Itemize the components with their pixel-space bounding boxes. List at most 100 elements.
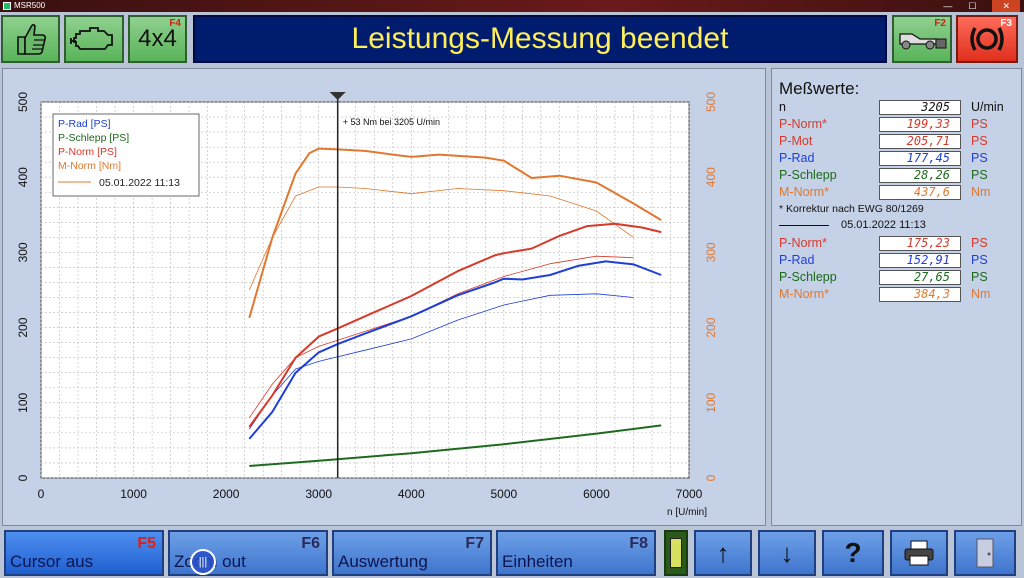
thumbs-up-icon — [16, 23, 46, 55]
ref-value-unit: Nm — [971, 287, 991, 301]
status-indicator — [664, 530, 688, 576]
fkey-f4: F4 — [169, 18, 181, 29]
value-row: P-Norm* 199,33 PS — [779, 117, 1019, 133]
value-value: 3205 — [879, 100, 961, 115]
series-line — [248, 293, 634, 430]
fkey-f6: F6 — [301, 535, 320, 552]
x-tick-label: 0 — [38, 487, 45, 501]
ref-value-row: P-Schlepp 27,65 PS — [779, 270, 1019, 286]
drag-handle[interactable]: ||| — [190, 549, 216, 575]
scroll-up-button[interactable]: ↑ — [694, 530, 752, 576]
x-tick-label: 2000 — [213, 487, 240, 501]
value-unit: PS — [971, 134, 988, 148]
engine-icon — [70, 27, 113, 50]
ref-value-label: P-Norm* — [779, 236, 827, 250]
series-line — [248, 222, 662, 428]
cursor-marker — [329, 92, 346, 100]
value-unit: PS — [971, 117, 988, 131]
minimize-button[interactable]: — — [943, 1, 953, 11]
y-right-tick-label: 400 — [704, 167, 718, 187]
window-controls: — ☐ ✕ — [943, 0, 1020, 12]
x-tick-label: 5000 — [491, 487, 518, 501]
power-chart-panel: 0 1000 2000 3000 4000 5000 6000 7000 0 100 200 300 4… — [2, 68, 766, 526]
value-row: P-Rad 177,45 PS — [779, 151, 1019, 167]
dyno-button[interactable]: F2 — [892, 15, 952, 63]
value-row: P-Schlepp 28,26 PS — [779, 168, 1019, 184]
auswertung-button[interactable]: F7 Auswertung — [332, 530, 492, 576]
auswertung-label: Auswertung — [338, 552, 428, 571]
brake-warning-icon — [970, 27, 1004, 51]
value-value: 177,45 — [879, 151, 961, 166]
power-chart: 0 1000 2000 3000 4000 5000 6000 700001002003004… — [16, 92, 718, 518]
value-value: 437,6 — [879, 185, 961, 200]
thumbs-up-button[interactable] — [1, 15, 60, 63]
series-line — [248, 147, 662, 319]
value-unit: PS — [971, 151, 988, 165]
legend-entry: P-Schlepp [PS] — [58, 132, 129, 144]
close-button[interactable]: ✕ — [992, 0, 1020, 12]
value-unit: Nm — [971, 185, 991, 199]
measurement-values-panel: Meßwerte: n 3205 U/min P-Norm* 199,33 PS P-Mot… — [771, 68, 1022, 526]
y-right-tick-label: 100 — [704, 392, 718, 412]
reference-line-sample — [779, 225, 829, 226]
value-row: n 3205 U/min — [779, 100, 1019, 116]
cursor-annotation: + 53 Nm bei 3205 U/min — [343, 117, 440, 127]
y-left-tick-label: 500 — [16, 92, 30, 112]
fkey-f3: F3 — [1000, 18, 1012, 29]
value-label: P-Rad — [779, 151, 815, 165]
ref-value-label: P-Rad — [779, 253, 815, 267]
value-label: M-Norm* — [779, 185, 829, 199]
scroll-down-button[interactable]: ↓ — [758, 530, 816, 576]
y-right-tick-label: 500 — [704, 92, 718, 112]
legend-entry: P-Norm [PS] — [58, 146, 117, 158]
value-unit: PS — [971, 168, 988, 182]
values-title: Meßwerte: — [779, 79, 860, 98]
maximize-button[interactable]: ☐ — [968, 1, 977, 11]
reference-date: 05.01.2022 11:13 — [841, 219, 926, 231]
einheiten-button[interactable]: F8 Einheiten — [496, 530, 656, 576]
ref-value-value: 152,91 — [879, 253, 961, 268]
ref-value-value: 384,3 — [879, 287, 961, 302]
ref-value-unit: PS — [971, 253, 988, 267]
ref-value-row: M-Norm* 384,3 Nm — [779, 287, 1019, 303]
y-left-tick-label: 100 — [16, 392, 30, 412]
series-line — [248, 260, 662, 440]
legend-entry: M-Norm [Nm] — [58, 160, 121, 172]
help-button[interactable]: ? — [822, 530, 884, 576]
ref-value-row: P-Rad 152,91 PS — [779, 253, 1019, 269]
value-label: P-Mot — [779, 134, 813, 148]
ref-value-row: P-Norm* 175,23 PS — [779, 236, 1019, 252]
legend-entry: P-Rad [PS] — [58, 118, 111, 130]
x-tick-label: 6000 — [583, 487, 610, 501]
fkey-f5: F5 — [137, 535, 156, 552]
x-tick-label: 3000 — [305, 487, 332, 501]
fkey-f8: F8 — [629, 535, 648, 552]
help-icon: ? — [844, 537, 862, 568]
exit-button[interactable] — [954, 530, 1016, 576]
correction-note: * Korrektur nach EWG 80/1269 — [779, 203, 924, 215]
cursor-toggle-button[interactable]: F5 Cursor aus — [4, 530, 164, 576]
engine-button[interactable] — [64, 15, 124, 63]
y-right-tick-label: 300 — [704, 242, 718, 262]
ref-value-unit: PS — [971, 236, 988, 250]
value-row: P-Mot 205,71 PS — [779, 134, 1019, 150]
brake-button[interactable]: F3 — [956, 15, 1018, 63]
y-left-tick-label: 0 — [16, 474, 30, 481]
fkey-f7: F7 — [465, 535, 484, 552]
print-button[interactable] — [890, 530, 948, 576]
window-title: MSR500 — [14, 1, 46, 10]
4x4-button[interactable]: F4 4x4 — [128, 15, 187, 63]
einheiten-label: Einheiten — [502, 552, 573, 571]
series-line — [248, 186, 634, 291]
value-label: n — [779, 100, 786, 114]
arrow-down-icon: ↓ — [780, 537, 794, 568]
y-left-tick-label: 200 — [16, 317, 30, 337]
cursor-toggle-label: Cursor aus — [10, 552, 94, 571]
value-value: 28,26 — [879, 168, 961, 183]
y-left-tick-label: 400 — [16, 167, 30, 187]
door-exit-icon — [976, 538, 994, 568]
y-left-tick-label: 300 — [16, 242, 30, 262]
arrow-up-icon: ↑ — [716, 537, 730, 568]
legend-reference-label: 05.01.2022 11:13 — [99, 177, 180, 189]
x-axis-label: n [U/min] — [667, 507, 707, 518]
